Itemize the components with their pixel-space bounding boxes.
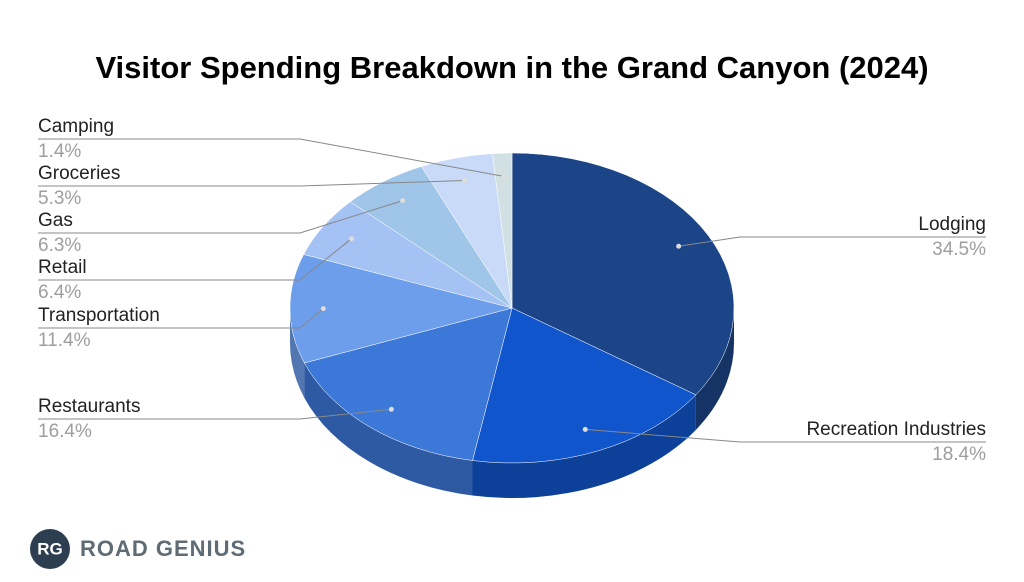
logo: RG ROAD GENIUS	[30, 529, 246, 569]
slice	[472, 307, 697, 464]
pie: Lodging 34.5% Recreation Industries 18.4% Re…	[38, 116, 986, 498]
slice-label: Camping	[38, 116, 114, 137]
chart-title: Visitor Spending Breakdown in the Grand …	[95, 50, 928, 85]
slice	[492, 152, 513, 309]
leader-line	[38, 179, 465, 187]
leader-line	[678, 236, 986, 247]
leader-line	[38, 200, 403, 234]
value-label: 6.3%	[38, 235, 81, 256]
leader-dot	[388, 406, 394, 412]
leader-line	[585, 428, 986, 443]
value-label: 1.4%	[38, 141, 81, 162]
leader-dot	[400, 198, 406, 204]
logo-initials: RG	[37, 539, 63, 558]
slice	[304, 307, 513, 461]
value-label: 34.5%	[932, 239, 986, 260]
slice-label: Lodging	[918, 214, 986, 235]
leader-dot	[676, 243, 682, 249]
slice-side	[695, 308, 734, 430]
value-label: 6.4%	[38, 282, 81, 303]
leader-line	[38, 408, 392, 420]
logo-badge	[30, 529, 70, 569]
leader-dot	[349, 236, 355, 242]
value-label: 18.4%	[932, 444, 986, 465]
slice-label: Restaurants	[38, 396, 140, 417]
slice-label: Transportation	[38, 305, 160, 326]
leader-dot	[501, 173, 507, 179]
value-label: 5.3%	[38, 188, 81, 209]
slice-side	[290, 308, 305, 398]
slice	[511, 152, 735, 396]
leader-dot	[462, 177, 468, 183]
slice-label: Groceries	[38, 163, 120, 184]
logo-name: ROAD GENIUS	[80, 536, 246, 561]
slice	[289, 254, 513, 364]
slice-side	[304, 362, 473, 496]
leader-line	[38, 138, 504, 177]
value-label: 16.4%	[38, 421, 92, 442]
slice-label: Gas	[38, 210, 73, 231]
slice-label: Retail	[38, 257, 87, 278]
leader-line	[38, 308, 324, 329]
slice-label: Recreation Industries	[806, 419, 986, 440]
leader-dot	[582, 426, 588, 432]
value-label: 11.4%	[38, 330, 91, 351]
slice-side	[472, 394, 696, 498]
leader-dot	[320, 306, 326, 312]
leader-line	[38, 238, 352, 281]
